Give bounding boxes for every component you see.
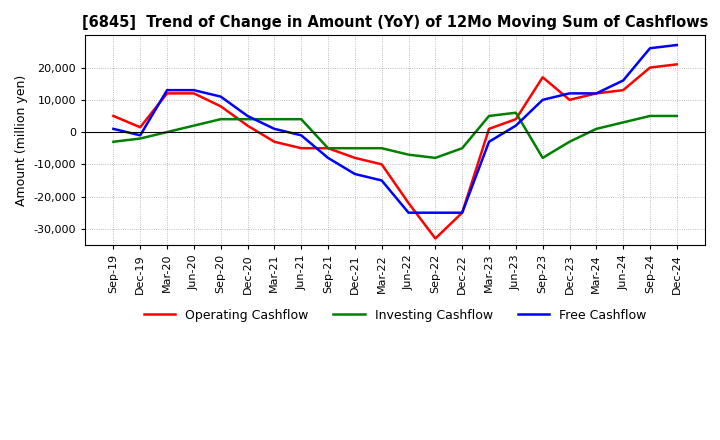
Investing Cashflow [565, 139, 574, 144]
Investing Cashflow [592, 126, 600, 132]
Investing Cashflow [243, 117, 252, 122]
Free Cashflow [217, 94, 225, 99]
Operating Cashflow [297, 146, 305, 151]
Free Cashflow [163, 88, 171, 93]
Free Cashflow [109, 126, 117, 132]
Operating Cashflow [672, 62, 681, 67]
Operating Cashflow [485, 126, 493, 132]
Free Cashflow [672, 42, 681, 48]
Investing Cashflow [511, 110, 520, 115]
Free Cashflow [619, 78, 628, 83]
Free Cashflow [565, 91, 574, 96]
Operating Cashflow [109, 114, 117, 119]
Operating Cashflow [431, 236, 440, 241]
Investing Cashflow [431, 155, 440, 161]
Investing Cashflow [297, 117, 305, 122]
Operating Cashflow [458, 210, 467, 215]
Title: [6845]  Trend of Change in Amount (YoY) of 12Mo Moving Sum of Cashflows: [6845] Trend of Change in Amount (YoY) o… [82, 15, 708, 30]
Operating Cashflow [646, 65, 654, 70]
Operating Cashflow [324, 146, 333, 151]
Operating Cashflow [565, 97, 574, 103]
Free Cashflow [189, 88, 198, 93]
Investing Cashflow [270, 117, 279, 122]
Investing Cashflow [377, 146, 386, 151]
Free Cashflow [351, 171, 359, 176]
Free Cashflow [297, 133, 305, 138]
Line: Free Cashflow: Free Cashflow [113, 45, 677, 213]
Free Cashflow [270, 126, 279, 132]
Legend: Operating Cashflow, Investing Cashflow, Free Cashflow: Operating Cashflow, Investing Cashflow, … [139, 304, 652, 327]
Free Cashflow [324, 155, 333, 161]
Operating Cashflow [592, 91, 600, 96]
Free Cashflow [646, 46, 654, 51]
Free Cashflow [458, 210, 467, 215]
Operating Cashflow [511, 117, 520, 122]
Operating Cashflow [189, 91, 198, 96]
Investing Cashflow [324, 146, 333, 151]
Investing Cashflow [619, 120, 628, 125]
Operating Cashflow [243, 123, 252, 128]
Operating Cashflow [539, 75, 547, 80]
Operating Cashflow [377, 161, 386, 167]
Free Cashflow [485, 139, 493, 144]
Free Cashflow [539, 97, 547, 103]
Investing Cashflow [163, 129, 171, 135]
Operating Cashflow [163, 91, 171, 96]
Investing Cashflow [189, 123, 198, 128]
Operating Cashflow [404, 200, 413, 205]
Free Cashflow [377, 178, 386, 183]
Operating Cashflow [217, 104, 225, 109]
Investing Cashflow [485, 114, 493, 119]
Investing Cashflow [672, 114, 681, 119]
Operating Cashflow [351, 155, 359, 161]
Y-axis label: Amount (million yen): Amount (million yen) [15, 74, 28, 206]
Free Cashflow [136, 133, 145, 138]
Free Cashflow [511, 123, 520, 128]
Investing Cashflow [404, 152, 413, 157]
Investing Cashflow [217, 117, 225, 122]
Line: Operating Cashflow: Operating Cashflow [113, 64, 677, 238]
Free Cashflow [243, 114, 252, 119]
Operating Cashflow [270, 139, 279, 144]
Operating Cashflow [136, 125, 145, 130]
Investing Cashflow [136, 136, 145, 141]
Free Cashflow [431, 210, 440, 215]
Operating Cashflow [619, 88, 628, 93]
Investing Cashflow [458, 146, 467, 151]
Investing Cashflow [109, 139, 117, 144]
Line: Investing Cashflow: Investing Cashflow [113, 113, 677, 158]
Free Cashflow [592, 91, 600, 96]
Investing Cashflow [539, 155, 547, 161]
Investing Cashflow [351, 146, 359, 151]
Free Cashflow [404, 210, 413, 215]
Investing Cashflow [646, 114, 654, 119]
